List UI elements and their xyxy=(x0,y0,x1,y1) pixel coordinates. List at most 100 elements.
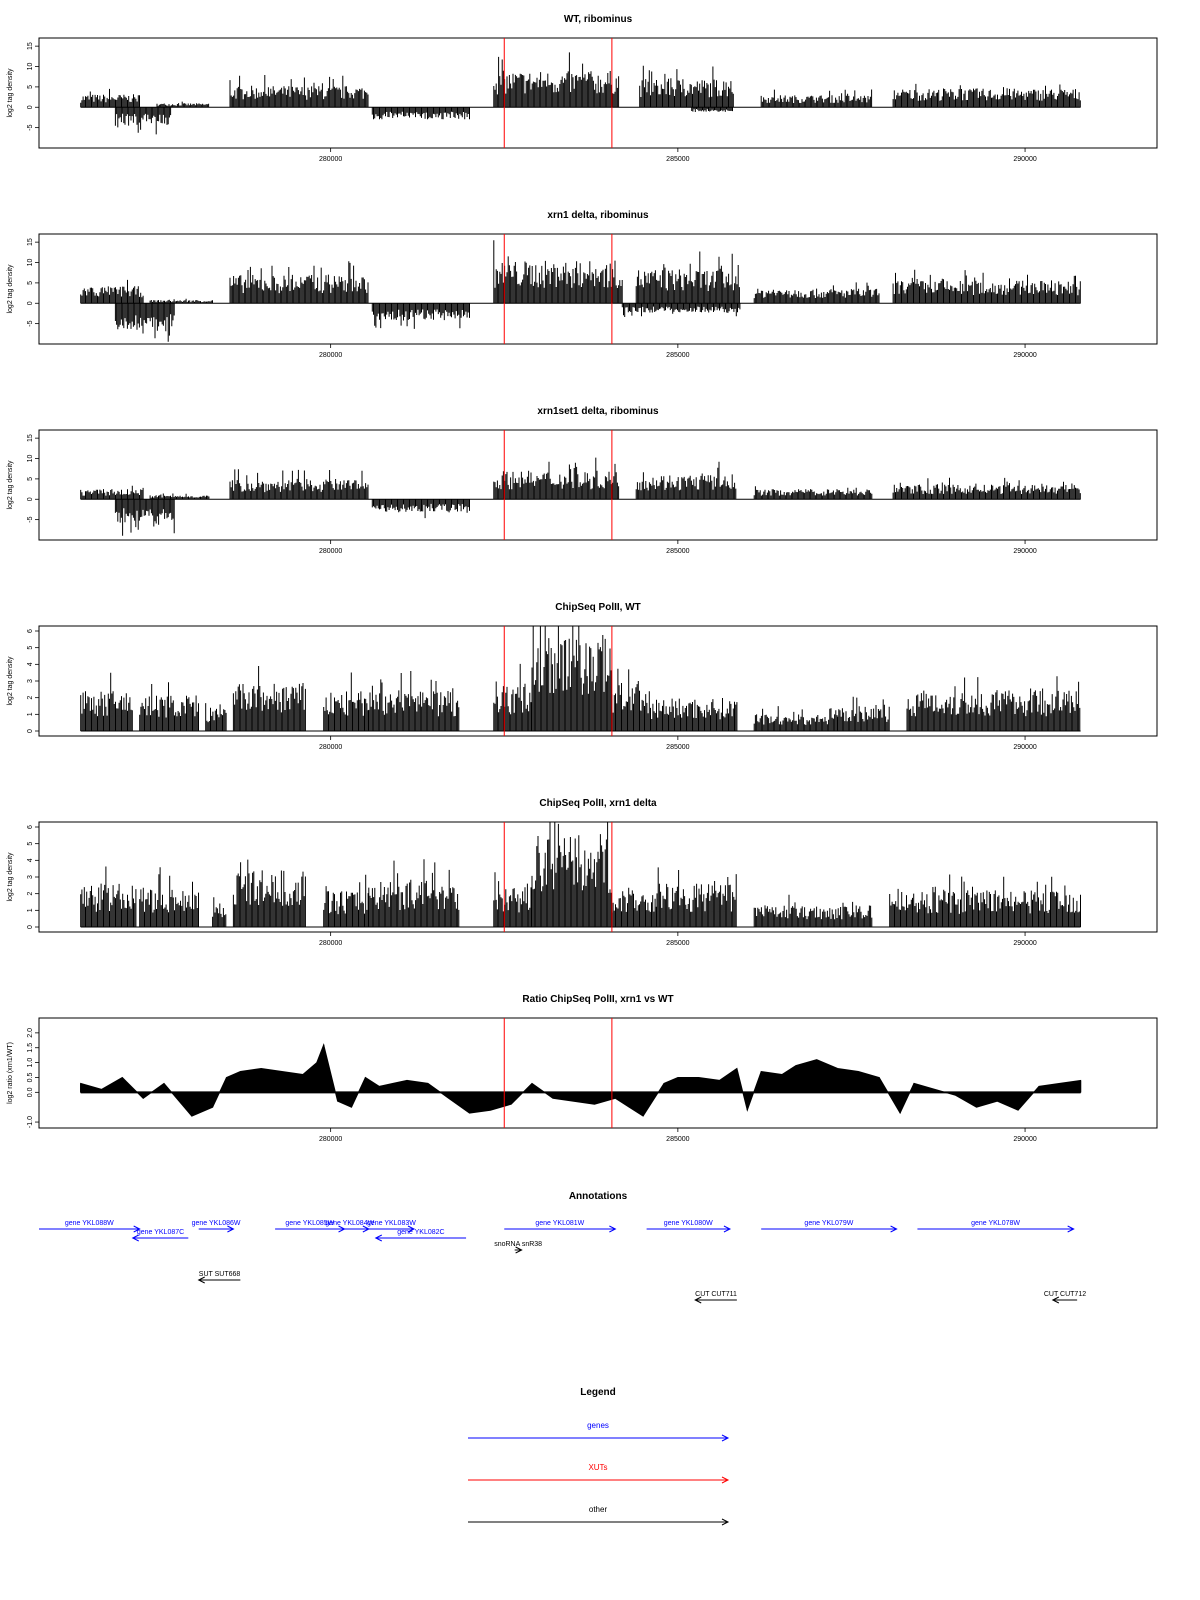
annotation-feature: snoRNA snR38 xyxy=(494,1241,542,1254)
signal-block-positive xyxy=(906,676,1081,731)
signal-block-negative xyxy=(691,107,733,112)
legend-item: genes xyxy=(468,1421,730,1442)
signal-bars xyxy=(493,872,532,927)
signal-block-positive xyxy=(229,261,369,304)
legend-arrow-head xyxy=(721,1476,730,1484)
y-tick-label: 5 xyxy=(27,842,34,846)
y-tick-label: 10 xyxy=(27,455,34,463)
y-tick-label: 0 xyxy=(27,301,34,305)
feature-arrow-head xyxy=(515,1246,523,1254)
signal-block-negative xyxy=(621,303,741,317)
signal-block-positive xyxy=(493,52,620,108)
signal-block-negative xyxy=(114,303,175,342)
signal-block-negative xyxy=(114,499,175,536)
feature-arrow-head xyxy=(723,1225,732,1233)
legend-label: genes xyxy=(587,1421,609,1430)
signal-block-positive xyxy=(753,486,873,500)
signal-block-positive xyxy=(323,672,369,731)
signal-block-positive xyxy=(493,457,620,500)
signal-bars xyxy=(531,822,612,927)
feature-arrow-head xyxy=(694,1296,702,1304)
x-axis: 280000 285000 290000 xyxy=(319,932,1037,947)
legend-label: other xyxy=(589,1505,608,1514)
data-layer xyxy=(80,240,1081,342)
signal-block-positive xyxy=(639,65,734,108)
annotation-feature: gene YKL082C xyxy=(374,1229,467,1242)
feature-label: snoRNA snR38 xyxy=(494,1241,542,1248)
legend-panel: Legend genes XUTs other xyxy=(468,1387,730,1526)
signal-bars xyxy=(635,461,737,500)
y-tick-label: 4 xyxy=(27,662,34,666)
signal-bars xyxy=(753,894,873,927)
feature-arrow-head xyxy=(197,1276,205,1284)
x-tick-label: 280000 xyxy=(319,1136,342,1143)
feature-label: SUT SUT668 xyxy=(199,1271,241,1278)
signal-block-negative xyxy=(371,303,470,329)
annotation-feature: gene YKL087C xyxy=(131,1229,189,1242)
data-layer xyxy=(80,1043,1082,1117)
signal-bars xyxy=(114,303,175,342)
signal-block-positive xyxy=(229,469,369,500)
signal-block-positive xyxy=(368,859,460,927)
signal-bars xyxy=(753,706,838,731)
signal-bars xyxy=(205,703,227,731)
signal-block-positive xyxy=(493,663,532,731)
y-axis-label: log2 tag density xyxy=(7,656,14,706)
plot-frame xyxy=(38,429,1158,541)
data-layer xyxy=(80,626,1081,732)
signal-bars xyxy=(212,897,227,927)
signal-bars xyxy=(889,874,1081,927)
plot-frame xyxy=(38,37,1158,149)
signal-bars xyxy=(368,859,460,927)
feature-label: gene YKL086W xyxy=(192,1220,241,1227)
signal-bars xyxy=(80,88,140,108)
signal-block-positive xyxy=(639,691,738,731)
x-tick-label: 280000 xyxy=(319,548,342,555)
signal-bars xyxy=(892,269,1081,304)
x-tick-label: 285000 xyxy=(666,156,689,163)
chart-title: WT, ribominus xyxy=(564,14,633,25)
feature-arrow-head xyxy=(890,1225,898,1233)
signal-block-positive xyxy=(531,626,612,731)
y-axis: 0 1 2 3 4 5 6 xyxy=(27,825,39,929)
x-tick-label: 280000 xyxy=(319,940,342,947)
signal-bars xyxy=(892,477,1081,500)
chart-title: Ratio ChipSeq PolII, xrn1 vs WT xyxy=(522,994,673,1005)
x-axis: 280000 285000 290000 xyxy=(319,344,1037,359)
y-tick-label: -1.0 xyxy=(27,1116,34,1128)
signal-block-positive xyxy=(892,477,1081,500)
chart-title: ChipSeq PolII, WT xyxy=(555,602,641,613)
signal-bars xyxy=(149,493,210,500)
signal-bars xyxy=(232,666,306,731)
signal-block-positive xyxy=(80,672,133,731)
data-layer xyxy=(80,457,1081,536)
plot-frame xyxy=(38,1017,1158,1129)
signal-block-positive xyxy=(493,240,623,304)
signal-bars xyxy=(639,691,738,731)
y-tick-label: 3 xyxy=(27,875,34,879)
y-axis-label: log2 tag density xyxy=(7,264,14,314)
x-tick-label: 280000 xyxy=(319,352,342,359)
signal-block-positive xyxy=(139,867,199,927)
x-tick-label: 285000 xyxy=(666,1136,689,1143)
annotation-feature: gene YKL088W xyxy=(39,1220,141,1233)
signal-block-positive xyxy=(149,493,210,500)
y-tick-label: 4 xyxy=(27,858,34,862)
y-tick-label: 0.0 xyxy=(27,1087,34,1097)
y-axis: 0 1 2 3 4 5 6 xyxy=(27,629,39,733)
feature-label: gene YKL078W xyxy=(971,1220,1020,1227)
signal-bars xyxy=(621,303,741,317)
chart-title: xrn1 delta, ribominus xyxy=(547,210,649,221)
signal-bars xyxy=(611,668,640,731)
signal-block-negative xyxy=(114,107,172,135)
annotation-feature: gene YKL078W xyxy=(917,1220,1075,1233)
signal-bars xyxy=(229,469,369,500)
feature-arrow-head xyxy=(227,1225,235,1233)
signal-bars xyxy=(635,251,740,304)
signal-block-positive xyxy=(889,874,1081,927)
legend-item: other xyxy=(468,1505,730,1526)
signal-block-positive xyxy=(368,671,460,731)
y-tick-label: 0 xyxy=(27,105,34,109)
y-tick-label: 2.0 xyxy=(27,1028,34,1038)
